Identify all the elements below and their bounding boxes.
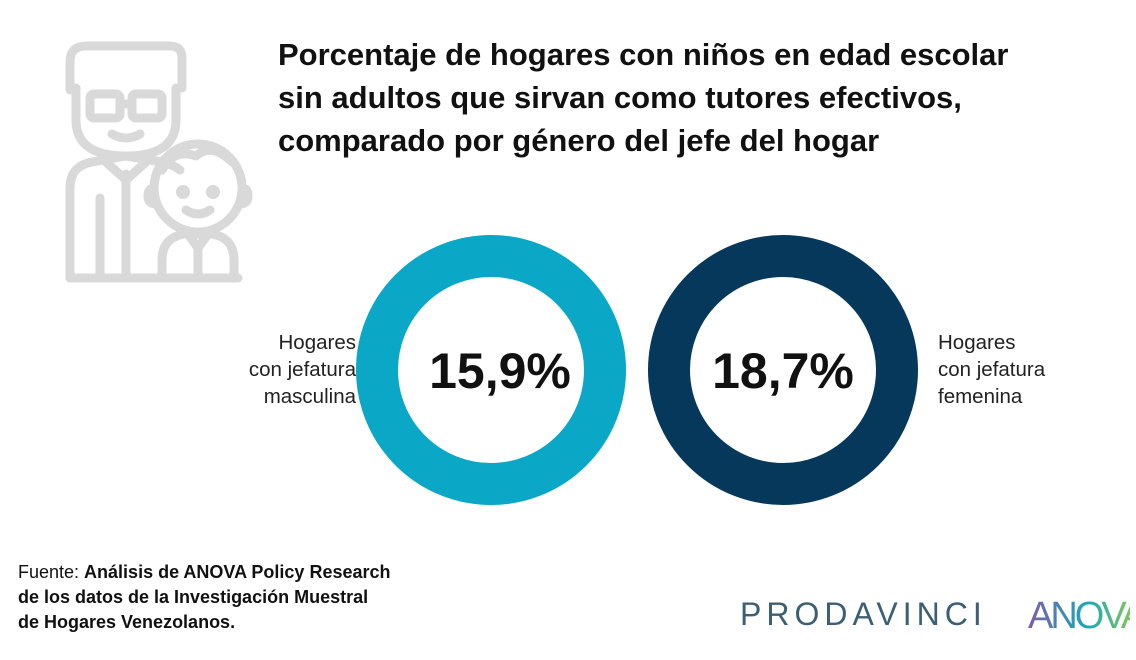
source-bold: Análisis de ANOVA Policy Research [84,562,391,582]
title-line: comparado por género del jefe del hogar [278,123,880,158]
value-label-femenina: 18,7% [712,343,854,399]
source-line: de Hogares Venezolanos. [18,612,236,632]
category-label-masculina: Hogares con jefatura masculina [249,329,356,410]
svg-text:ANOVA: ANOVA [1028,595,1130,636]
label-line: con jefatura [938,358,1046,381]
label-line: Hogares [278,331,357,354]
prodavinci-logo: PRODAVINCI [740,596,987,632]
label-line: femenina [938,385,1023,408]
ring-femenina [648,235,918,505]
chart-title: Porcentaje de hogares con niños en edad … [278,33,1098,162]
source-prefix: Fuente: [18,562,85,582]
category-label-femenina: Hogares con jefatura femenina [938,329,1045,410]
value-label-masculina: 15,9% [429,343,571,399]
title-line: Porcentaje de hogares con niños en edad … [278,37,1009,72]
father-and-child-icon [65,41,253,283]
title-line: sin adultos que sirvan como tutores efec… [278,80,962,115]
source-note: Fuente: Análisis de ANOVA Policy Researc… [18,560,391,635]
source-line: de los datos de la Investigación Muestra… [18,587,369,607]
ring-masculina [356,235,626,505]
label-line: masculina [263,385,356,408]
anova-logo: ANOVA [1028,595,1130,636]
label-line: Hogares [938,331,1016,354]
source-line: Fuente: Análisis de ANOVA Policy Researc… [18,560,391,585]
label-line: con jefatura [248,358,356,381]
